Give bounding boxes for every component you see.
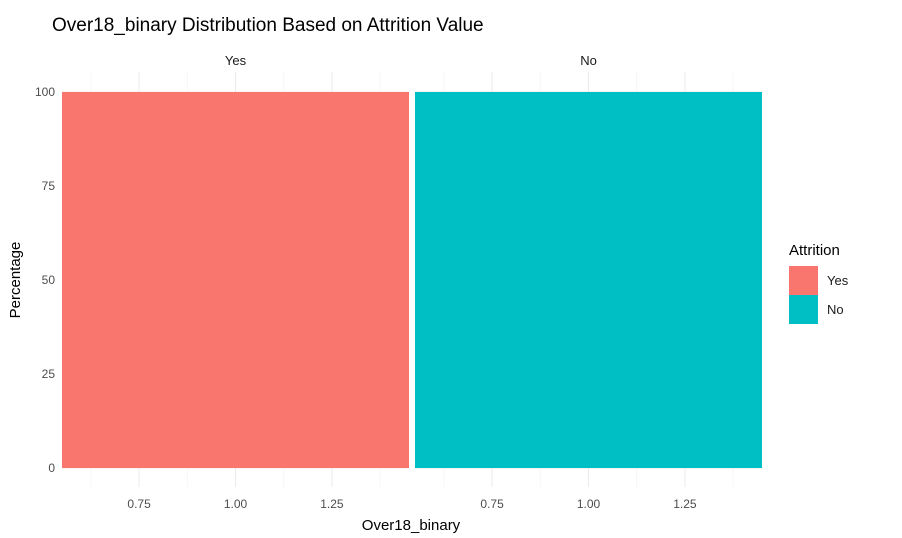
y-axis-title: Percentage: [7, 242, 24, 319]
legend-label: No: [827, 302, 844, 317]
facet-panels: 0.75 1.00 1.25 Yes 0.75 1.00 1.25 No: [62, 53, 762, 511]
legend-label: Yes: [827, 273, 849, 288]
y-tick-label: 75: [42, 179, 56, 193]
x-tick-label: 0.75: [480, 497, 504, 511]
y-axis: 0 25 50 75 100: [35, 85, 55, 475]
chart-title: Over18_binary Distribution Based on Attr…: [52, 15, 484, 36]
bar-yes: [62, 92, 409, 468]
legend-key-no: [789, 295, 818, 324]
x-axis-title: Over18_binary: [362, 517, 461, 534]
y-tick-label: 0: [48, 461, 55, 475]
x-tick-label: 1.25: [673, 497, 697, 511]
x-tick-label: 1.00: [224, 497, 248, 511]
y-tick-label: 100: [35, 85, 55, 99]
x-tick-label: 1.00: [577, 497, 601, 511]
y-tick-label: 25: [42, 367, 56, 381]
legend-key-yes: [789, 266, 818, 295]
facet-panel-yes: 0.75 1.00 1.25 Yes: [62, 53, 409, 511]
facet-strip-label: Yes: [225, 53, 247, 68]
x-tick-label: 0.75: [127, 497, 151, 511]
facet-strip-label: No: [580, 53, 597, 68]
legend: Attrition Yes No: [789, 242, 849, 324]
x-tick-label: 1.25: [320, 497, 344, 511]
facet-panel-no: 0.75 1.00 1.25 No: [415, 53, 762, 511]
legend-title: Attrition: [789, 242, 840, 259]
y-tick-label: 50: [42, 273, 56, 287]
bar-no: [415, 92, 762, 468]
